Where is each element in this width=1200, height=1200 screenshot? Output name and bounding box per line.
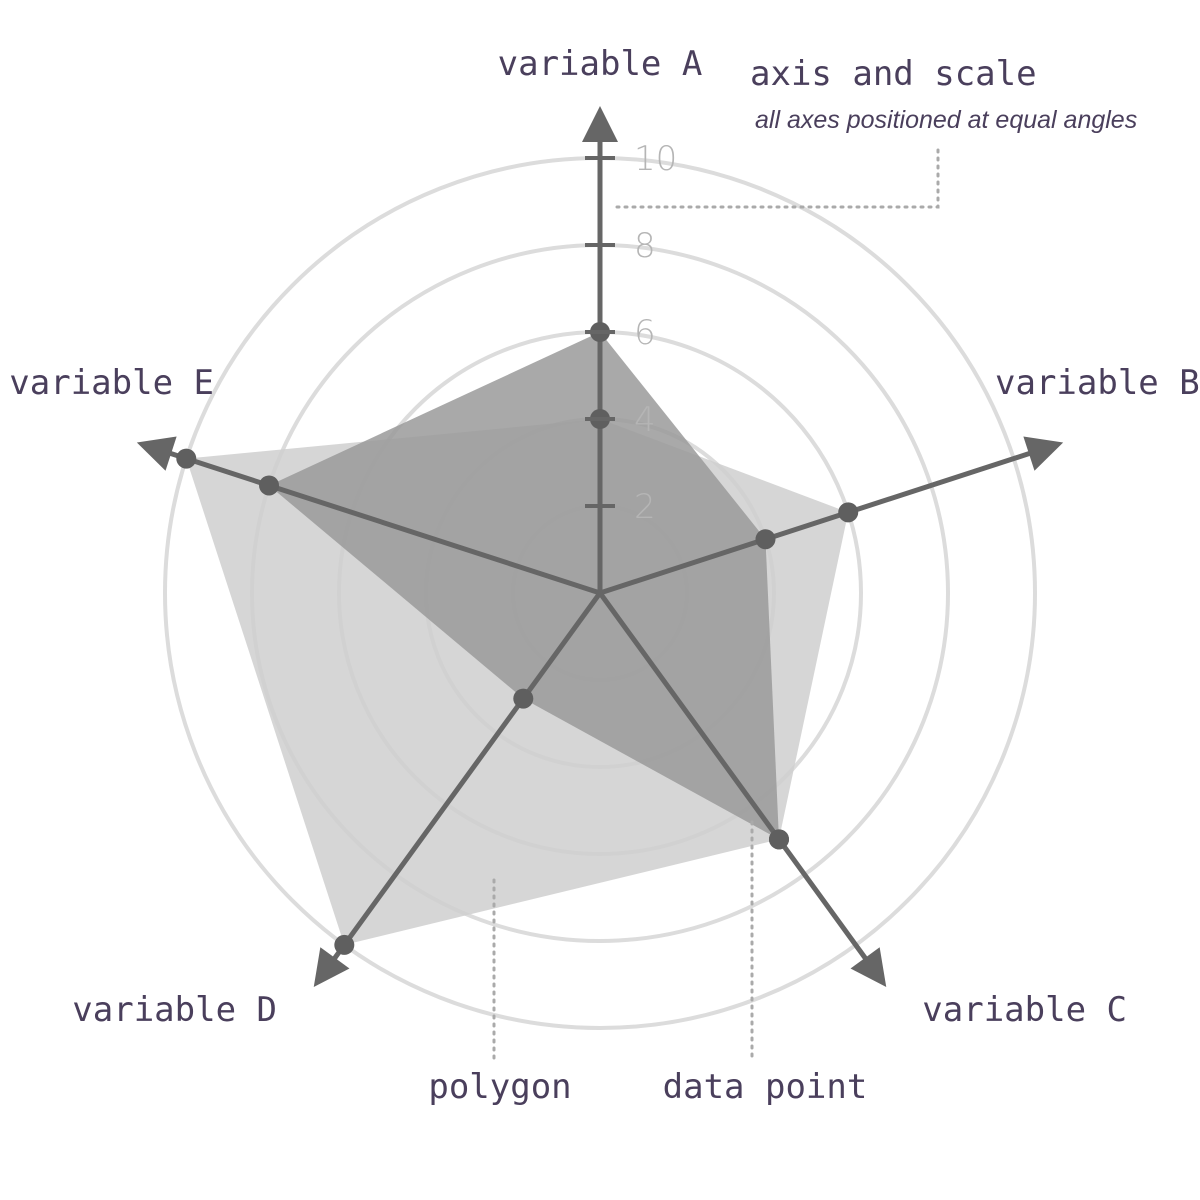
axis-arrowhead: [1023, 436, 1064, 471]
scale-annotation-title: axis and scale: [750, 54, 1037, 94]
data-point: [513, 688, 534, 709]
scale-tick-label: 2: [634, 487, 656, 527]
scale-ticks: 2 4 6 8 10: [585, 139, 677, 527]
axis-line: [164, 449, 601, 596]
data-point: [259, 475, 280, 496]
scale-tick-label: 10: [634, 139, 677, 179]
data-point: [334, 934, 355, 955]
data-point: [838, 502, 859, 523]
axis-label: variable E: [9, 363, 214, 403]
scale-annotation-leader: [610, 148, 940, 209]
axis-arrowhead: [850, 947, 887, 987]
axis-arrowhead: [313, 947, 350, 987]
axis-arrowhead: [136, 436, 177, 471]
data-point: [176, 448, 197, 469]
axis-line: [597, 591, 871, 965]
axis-line: [329, 591, 603, 965]
scale-tick-label: 4: [634, 400, 656, 440]
axes: [136, 106, 1064, 987]
data-point-annotation-label: data point: [663, 1067, 868, 1107]
scale-annotation-subtitle: all axes positioned at equal angles: [755, 106, 1137, 134]
axis-line: [599, 449, 1036, 596]
scale-tick-label: 6: [634, 313, 656, 353]
data-polygons: [186, 332, 849, 945]
scale-tick-label: 8: [634, 226, 656, 266]
series-polygon: [269, 332, 779, 840]
axis-arrowhead: [582, 106, 618, 142]
axis-label: variable D: [72, 990, 277, 1030]
polygon-annotation-label: polygon: [428, 1067, 571, 1107]
axis-label: variable B: [995, 363, 1200, 403]
data-point: [768, 829, 789, 850]
annotations: axis and scale all axes positioned at eq…: [428, 54, 1137, 1107]
axis-label: variable C: [922, 990, 1127, 1030]
data-point: [755, 529, 776, 550]
axis-labels: variable A variable B variable C variable D…: [9, 44, 1199, 1030]
axis-label: variable A: [498, 44, 703, 84]
